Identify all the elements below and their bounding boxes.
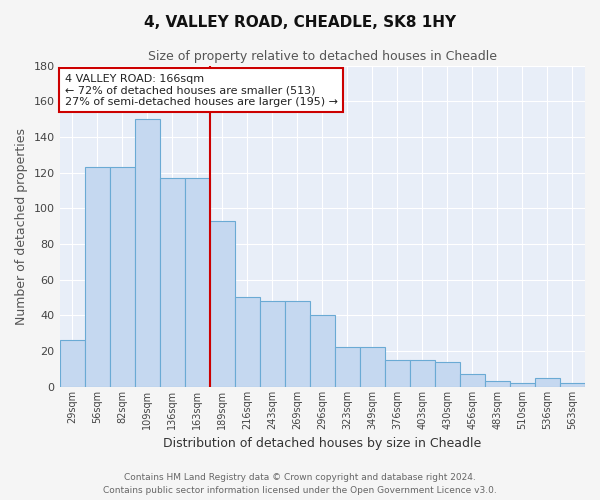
Y-axis label: Number of detached properties: Number of detached properties [15,128,28,324]
Bar [385,360,410,386]
Title: Size of property relative to detached houses in Cheadle: Size of property relative to detached ho… [148,50,497,63]
Text: 4, VALLEY ROAD, CHEADLE, SK8 1HY: 4, VALLEY ROAD, CHEADLE, SK8 1HY [144,15,456,30]
Bar [510,383,535,386]
Bar [134,119,160,386]
Bar [435,362,460,386]
Bar [360,348,385,387]
Bar [335,348,360,387]
Bar [410,360,435,386]
Bar [310,316,335,386]
Bar [285,301,310,386]
Bar [485,382,510,386]
Bar [560,383,585,386]
Bar [185,178,209,386]
Bar [110,167,134,386]
Bar [535,378,560,386]
Text: Contains HM Land Registry data © Crown copyright and database right 2024.
Contai: Contains HM Land Registry data © Crown c… [103,474,497,495]
Bar [209,220,235,386]
Text: 4 VALLEY ROAD: 166sqm
← 72% of detached houses are smaller (513)
27% of semi-det: 4 VALLEY ROAD: 166sqm ← 72% of detached … [65,74,338,107]
Bar [260,301,285,386]
Bar [235,298,260,386]
Bar [59,340,85,386]
Bar [160,178,185,386]
X-axis label: Distribution of detached houses by size in Cheadle: Distribution of detached houses by size … [163,437,481,450]
Bar [85,167,110,386]
Bar [460,374,485,386]
